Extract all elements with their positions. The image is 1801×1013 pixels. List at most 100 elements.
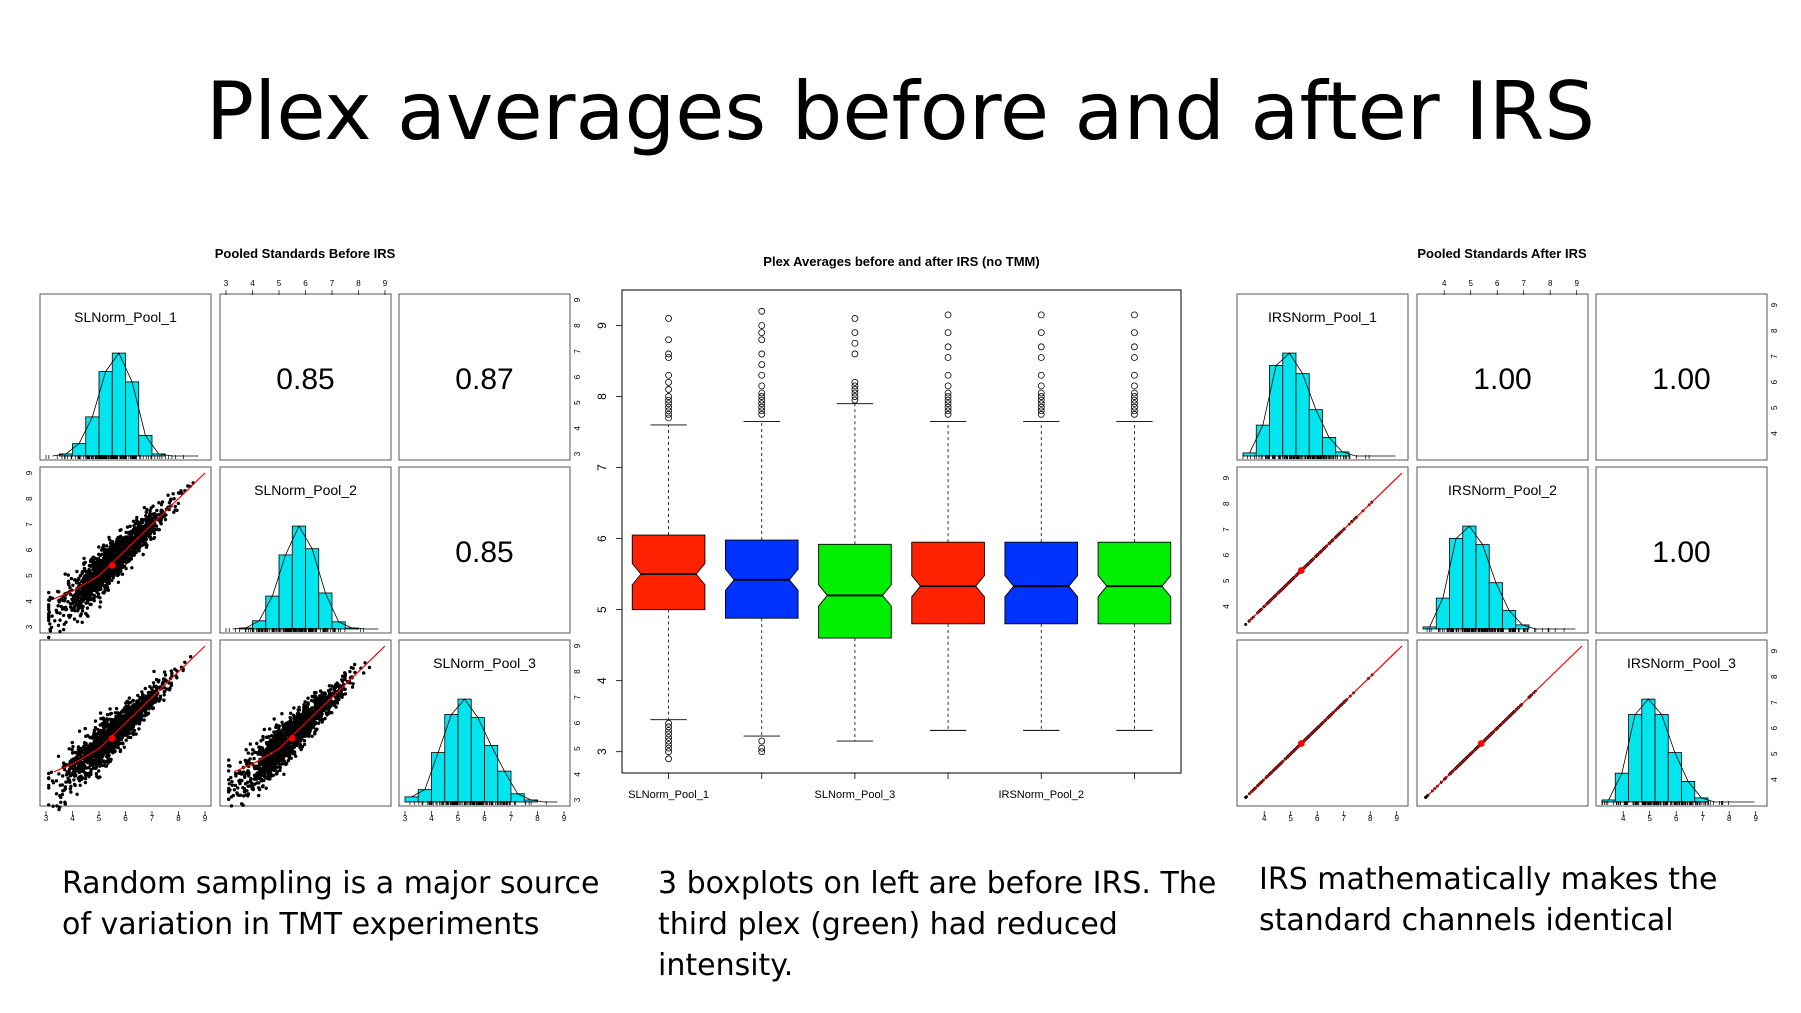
scatter-point: [108, 568, 112, 572]
scatter-point: [327, 709, 331, 713]
scatter-point: [169, 681, 174, 685]
rug-marks: [409, 801, 547, 805]
scatter-point: [152, 669, 156, 674]
scatter-point: [164, 679, 168, 683]
scatter-point: [140, 690, 144, 694]
outlier-point: [665, 726, 672, 734]
box-body: [911, 541, 985, 625]
scatter-point: [143, 686, 147, 691]
outlier-point: [758, 350, 766, 358]
scatter-point: [71, 583, 75, 587]
scatter-point: [323, 716, 327, 721]
scatter-point: [241, 786, 245, 790]
scatter-point: [134, 732, 138, 736]
scatter-point: [271, 759, 275, 763]
scatter-point: [274, 733, 278, 737]
outlier-point: [944, 396, 952, 404]
scatter-point: [83, 777, 88, 781]
scatter-point: [161, 677, 166, 681]
scatter-point: [139, 539, 143, 543]
scatter-point: [314, 703, 318, 708]
outlier-point: [1037, 354, 1045, 361]
scatter-point: [283, 747, 287, 752]
scatter-point: [127, 705, 131, 709]
scatter-points: [47, 481, 195, 640]
scatter-point: [78, 589, 82, 593]
scatter-point: [75, 569, 79, 574]
scatter-point: [118, 717, 122, 721]
scatter-point: [85, 606, 90, 610]
scatter-point: [98, 764, 102, 768]
histogram-bar: [1322, 437, 1337, 457]
scatter-point: [124, 733, 128, 737]
scatter-point: [67, 780, 72, 784]
axis-tick-label: 3: [25, 624, 34, 629]
scatter-point: [120, 536, 125, 540]
axis-tick-label: 4: [429, 814, 434, 823]
scatter-point: [145, 712, 149, 717]
scatter-point: [297, 708, 301, 712]
scatter-point: [95, 590, 99, 595]
axis-tick-label: 4: [573, 772, 582, 777]
scatter-point: [91, 766, 96, 770]
outlier-point: [1131, 407, 1138, 415]
variable-label: SLNorm_Pool_1: [74, 309, 177, 325]
scatter-point: [54, 779, 59, 783]
scatter-point: [122, 558, 126, 562]
box-slnorm-pool-3: [818, 315, 892, 742]
scatter-point: [170, 671, 174, 675]
panel-frame: [398, 466, 571, 634]
scatter-point: [77, 729, 82, 733]
scatter-point: [108, 726, 113, 731]
scatter-point: [110, 578, 114, 583]
histogram-bar: [125, 381, 140, 457]
box-irsnorm-pool-1: [911, 311, 985, 731]
scatter-point: [59, 800, 63, 804]
scatter-point: [305, 708, 310, 712]
scatter-point: [351, 682, 355, 686]
outlier-point: [1131, 371, 1138, 379]
scatter-point: [134, 528, 138, 532]
scatter-point: [126, 722, 130, 727]
scatter-point: [105, 747, 109, 751]
scatter-point: [240, 802, 244, 806]
scatter-point: [86, 575, 91, 579]
scatter-point: [152, 535, 157, 540]
scatter-point: [116, 580, 121, 584]
scatter-point: [87, 563, 92, 568]
scatter-point: [136, 706, 140, 710]
scatter-point: [316, 721, 321, 725]
scatter-point: [266, 763, 270, 767]
outlier-point: [1131, 393, 1138, 400]
density-line: [1249, 352, 1396, 457]
scatter-point: [340, 678, 344, 682]
scatter-point: [108, 707, 112, 711]
scatter-point: [328, 692, 333, 696]
scatter-point: [367, 665, 372, 670]
scatter-point: [295, 712, 300, 716]
scatter-point: [105, 713, 110, 717]
scatter-point: [58, 629, 62, 634]
scatter-point: [70, 740, 75, 745]
scatter-point: [231, 793, 235, 798]
scatter-point: [47, 610, 51, 614]
scatter-point: [136, 525, 140, 529]
boxplot-plex-averages: Plex Averages before and after IRS (no T…: [595, 254, 1182, 801]
scatter-point: [101, 546, 105, 550]
scatter-point: [266, 751, 270, 755]
scatter-point: [236, 786, 240, 790]
scatter-point: [93, 569, 97, 573]
scatter-point: [145, 520, 149, 525]
scatter-point: [144, 510, 148, 514]
outlier-point: [758, 737, 766, 745]
scatter-point: [326, 695, 330, 699]
scatter-point: [96, 727, 100, 732]
scatter-point: [77, 779, 82, 783]
outlier-point: [1037, 410, 1045, 418]
scatter-point: [82, 747, 87, 751]
scatter-point: [271, 773, 275, 778]
outlier-point: [758, 361, 766, 368]
scatter-point: [332, 688, 336, 692]
scatter-point: [274, 759, 279, 763]
scatter-point: [315, 727, 319, 731]
